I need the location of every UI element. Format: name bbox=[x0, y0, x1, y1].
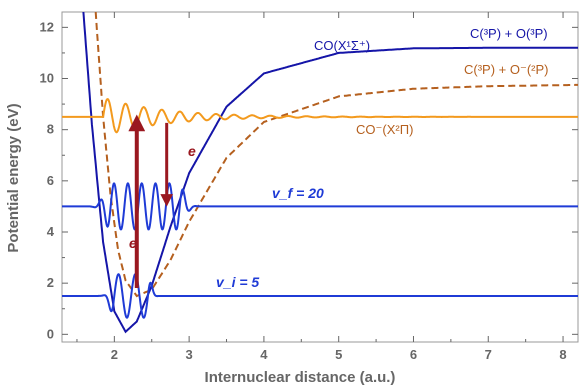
neutral-potential-curve bbox=[82, 12, 578, 334]
x-tick-label: 7 bbox=[485, 347, 492, 362]
wavefunctions bbox=[62, 98, 578, 319]
y-tick-label: 12 bbox=[40, 19, 54, 34]
y-tick-label: 6 bbox=[47, 173, 54, 188]
neutral-curve-label: CO(X¹Σ⁺) bbox=[314, 38, 370, 53]
axis-ticks: 2 3 4 5 6 7 8 0 2 4 6 8 10 12 bbox=[40, 12, 578, 362]
anion-potential-curve bbox=[94, 12, 578, 298]
y-tick-label: 10 bbox=[40, 71, 54, 86]
y-tick-label: 8 bbox=[47, 122, 54, 137]
arrow-up-label: e bbox=[129, 235, 137, 251]
y-tick-label: 4 bbox=[47, 224, 55, 239]
anion-curve-label: CO⁻(X²Π) bbox=[356, 122, 413, 137]
y-tick-label: 0 bbox=[47, 326, 54, 341]
vf-wavefunction bbox=[62, 182, 578, 231]
x-tick-label: 2 bbox=[111, 347, 118, 362]
transition-arrows bbox=[128, 114, 173, 288]
vi-wavefunction bbox=[62, 273, 578, 319]
neutral-asymptote-label: C(³P) + O(³P) bbox=[470, 26, 548, 41]
y-axis-title: Potential energy (eV) bbox=[5, 103, 22, 252]
anion-asymptote-label: C(³P) + O⁻(²P) bbox=[464, 62, 549, 77]
vf-label: v_f = 20 bbox=[272, 185, 324, 201]
x-axis-title: Internuclear distance (a.u.) bbox=[205, 369, 396, 386]
vi-label: v_i = 5 bbox=[216, 274, 259, 290]
arrow-down-label: e bbox=[188, 143, 196, 159]
x-tick-label: 4 bbox=[260, 347, 268, 362]
resonance-wavefunction bbox=[62, 98, 578, 134]
x-tick-label: 8 bbox=[559, 347, 566, 362]
curves bbox=[82, 12, 578, 334]
x-tick-label: 6 bbox=[410, 347, 417, 362]
x-tick-label: 3 bbox=[186, 347, 193, 362]
y-tick-label: 2 bbox=[47, 275, 54, 290]
x-tick-label: 5 bbox=[335, 347, 342, 362]
plot-frame bbox=[61, 11, 579, 343]
